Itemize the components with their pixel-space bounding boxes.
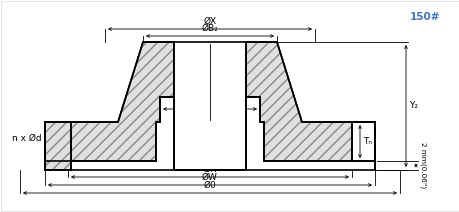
Text: ØB₁: ØB₁ <box>201 97 218 106</box>
Text: 2 mm(0.06"): 2 mm(0.06") <box>419 142 425 188</box>
Text: ØB₂: ØB₂ <box>201 24 218 33</box>
Text: ØX: ØX <box>203 17 216 26</box>
Text: Ø0: Ø0 <box>203 181 216 190</box>
Text: n x Ød: n x Ød <box>12 134 42 142</box>
Polygon shape <box>174 42 246 170</box>
Text: Y₂: Y₂ <box>408 102 417 110</box>
Polygon shape <box>45 122 71 170</box>
Text: Dₙ: Dₙ <box>213 73 224 81</box>
Text: ØW: ØW <box>202 173 218 182</box>
Text: 150#: 150# <box>409 12 440 22</box>
Text: Tₙ: Tₙ <box>362 137 371 146</box>
Polygon shape <box>45 42 174 170</box>
Text: ØR: ØR <box>203 165 216 174</box>
Polygon shape <box>246 42 374 170</box>
